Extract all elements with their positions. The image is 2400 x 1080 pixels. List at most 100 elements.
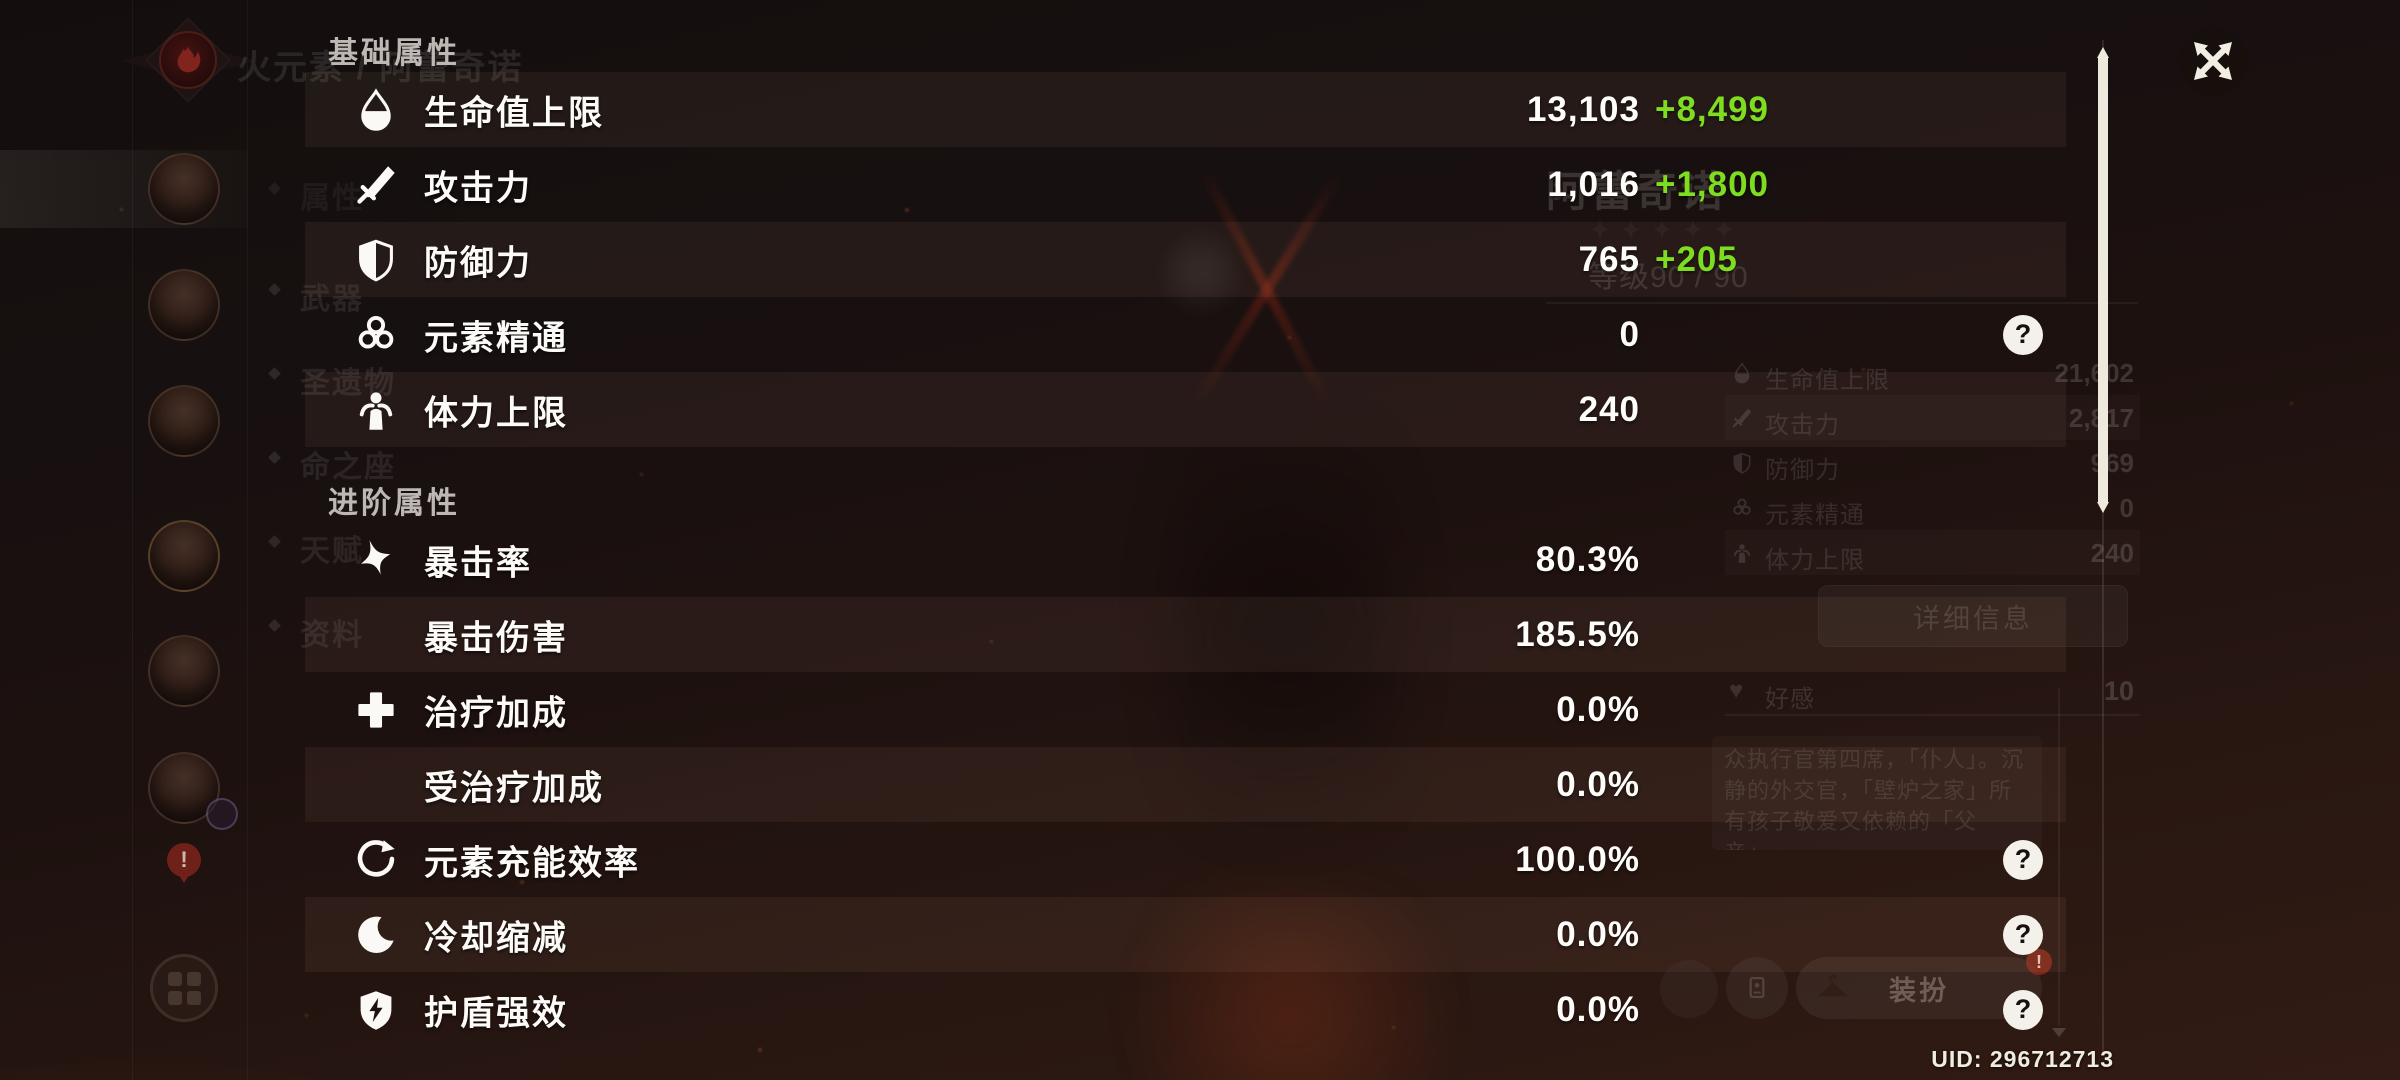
stat-label: 受治疗加成 — [424, 769, 604, 807]
friendship-row: ♥ 好感 10 — [1725, 672, 2140, 713]
pyro-flame-icon — [159, 31, 217, 89]
diamond-bullet-icon — [268, 619, 281, 632]
stat-bonus-value: +8,499 — [1655, 89, 1770, 129]
stat-value: 100.0% — [1515, 839, 1640, 879]
shield-strength-icon — [354, 988, 398, 1032]
background-scroll-track — [2058, 688, 2060, 1026]
heart-icon: ♥ — [1729, 677, 1744, 704]
stat-value: 240 — [2090, 538, 2134, 568]
close-button[interactable] — [2178, 26, 2248, 96]
outfit-button: 装扮 — [1796, 957, 2042, 1019]
stat-bonus-value: +1,800 — [1655, 164, 1770, 204]
stat-value: 0 — [2119, 493, 2134, 523]
stat-value: 185.5% — [1515, 614, 1640, 654]
stat-row: 护盾强效 0.0% ? — [305, 972, 2066, 1047]
star-icon — [1588, 218, 1612, 247]
rarity-stars — [1588, 218, 1736, 247]
stat-value: 80.3% — [1535, 539, 1640, 579]
diamond-bullet-icon — [268, 367, 281, 380]
stat-label: 治疗加成 — [424, 694, 568, 732]
stat-row: 暴击率 80.3% — [305, 522, 2066, 597]
alert-pin-icon: ! — [167, 843, 201, 883]
menu-label: 天赋 — [300, 535, 364, 568]
hp-icon — [354, 87, 398, 132]
stat-value: 240 — [1578, 389, 1640, 429]
notification-badge: ! — [2026, 949, 2052, 975]
background-stat-row: 元素精通 0 — [1725, 485, 2140, 530]
diamond-bullet-icon — [268, 535, 281, 548]
stat-value: 1,016 — [1547, 164, 1640, 204]
stat-value: 0 — [1619, 314, 1640, 354]
page-title: 火元素 / 阿蕾奇诺 — [237, 49, 524, 87]
scrollbar-thumb[interactable] — [2097, 47, 2109, 513]
background-stat-row: 体力上限 240 — [1725, 530, 2140, 575]
party-avatar — [148, 269, 220, 341]
em-icon — [1731, 497, 1753, 519]
hanger-icon — [1817, 974, 1849, 997]
star-icon — [1712, 218, 1736, 247]
stat-row: 冷却缩减 0.0% ? — [305, 897, 2066, 972]
stat-row: 暴击伤害 185.5% — [305, 597, 2066, 672]
stat-row: 生命值上限 13,103 +8,499 — [305, 72, 2066, 147]
uid-text: UID: 296712713 — [1931, 1046, 2114, 1072]
stat-value: 969 — [2090, 448, 2134, 478]
stat-value: 0.0% — [1556, 689, 1640, 729]
stat-label: 元素充能效率 — [424, 844, 640, 882]
stat-row: 元素精通 0 ? — [305, 297, 2066, 372]
info-help-icon[interactable]: ? — [2003, 989, 2043, 1030]
atk-icon — [1731, 407, 1753, 429]
def-icon — [354, 238, 398, 282]
stat-label: 防御力 — [1765, 457, 1840, 484]
info-help-icon[interactable]: ? — [2003, 839, 2043, 880]
diamond-bullet-icon — [268, 451, 281, 464]
menu-label: 资料 — [300, 619, 364, 652]
diamond-bullet-icon — [268, 283, 281, 296]
stat-label: 暴击伤害 — [424, 619, 568, 657]
outfit-button-label: 装扮 — [1889, 975, 1949, 1006]
sidebar-divider — [247, 0, 248, 1080]
avatar-corner-badge — [206, 798, 238, 830]
friendship-label: 好感 — [1765, 686, 1815, 713]
stat-label: 暴击率 — [424, 544, 532, 582]
basic-attributes-list: 生命值上限 13,103 +8,499 攻击力 1,016 +1,800 防御力… — [305, 72, 2066, 447]
section-header-basic: 基础属性 — [328, 37, 460, 70]
stat-value: 21,602 — [2054, 358, 2134, 388]
stat-label: 冷却缩减 — [424, 919, 568, 957]
atk-icon — [354, 163, 398, 207]
sidebar-divider — [132, 0, 133, 1080]
advanced-attributes-list: 暴击率 80.3% 暴击伤害 185.5% 治疗加成 0.0% 受治疗加成 0.… — [305, 522, 2066, 1047]
stat-row: 体力上限 240 — [305, 372, 2066, 447]
stat-row: 防御力 765 +205 — [305, 222, 2066, 297]
crit-rate-icon — [354, 538, 398, 582]
party-avatar — [148, 153, 220, 225]
menu-label: 武器 — [300, 283, 364, 316]
stat-label: 元素精通 — [424, 319, 568, 357]
stat-label: 体力上限 — [1765, 547, 1865, 574]
background-menu-item: 资料 — [268, 610, 364, 654]
em-icon — [354, 313, 398, 357]
section-header-advanced: 进阶属性 — [328, 487, 460, 520]
background-menu-item: 属性 — [268, 173, 364, 217]
background-menu-item: 天赋 — [268, 526, 364, 570]
star-icon — [1619, 218, 1643, 247]
stamina-icon — [1731, 542, 1753, 564]
divider — [1546, 302, 2138, 304]
stat-label: 防御力 — [424, 244, 532, 282]
stat-row: 受治疗加成 0.0% — [305, 747, 2066, 822]
stat-row: 元素充能效率 100.0% ? — [305, 822, 2066, 897]
menu-label: 属性 — [300, 182, 364, 215]
stat-value: 0.0% — [1556, 989, 1640, 1029]
background-stat-row: 防御力 969 — [1725, 440, 2140, 485]
background-menu-item: 武器 — [268, 274, 364, 318]
stamina-icon — [354, 388, 398, 432]
hp-icon — [1731, 362, 1753, 384]
stat-value: 765 — [1578, 239, 1640, 279]
energy-recharge-icon — [354, 838, 398, 882]
info-help-icon[interactable]: ? — [2003, 314, 2043, 355]
scrollbar-track — [2102, 40, 2104, 1056]
star-icon — [1650, 218, 1674, 247]
menu-label: 命之座 — [300, 451, 396, 484]
info-help-icon[interactable]: ? — [2003, 914, 2043, 955]
stat-label: 生命值上限 — [424, 94, 604, 132]
